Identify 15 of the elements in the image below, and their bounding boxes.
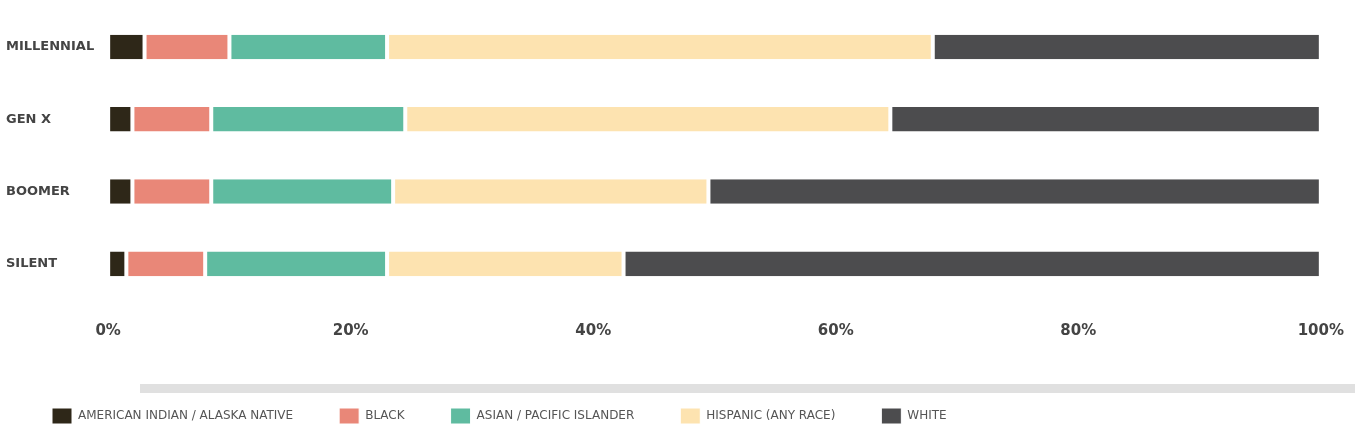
x-tick-label: 60%: [817, 320, 854, 339]
y-tick-label: MILLENNIAL: [6, 38, 95, 54]
legend-label: AMERICAN INDIAN / ALASKA NATIVE: [78, 408, 294, 423]
y-tick-label: SILENT: [6, 255, 58, 271]
y-tick-label: BOOMER: [6, 182, 70, 198]
x-tick-label: 20%: [332, 320, 369, 339]
x-tick-label: 80%: [1060, 320, 1097, 339]
x-tick-label: 40%: [575, 320, 612, 339]
x-tick-label: 0%: [95, 320, 121, 339]
legend-label: WHITE: [907, 408, 947, 423]
legend-label: BLACK: [365, 408, 406, 423]
y-tick-label: GEN X: [6, 110, 51, 126]
legend-label: HISPANIC (ANY RACE): [706, 408, 836, 423]
legend-label: ASIAN / PACIFIC ISLANDER: [476, 408, 635, 423]
x-tick-label: 100%: [1297, 320, 1344, 339]
